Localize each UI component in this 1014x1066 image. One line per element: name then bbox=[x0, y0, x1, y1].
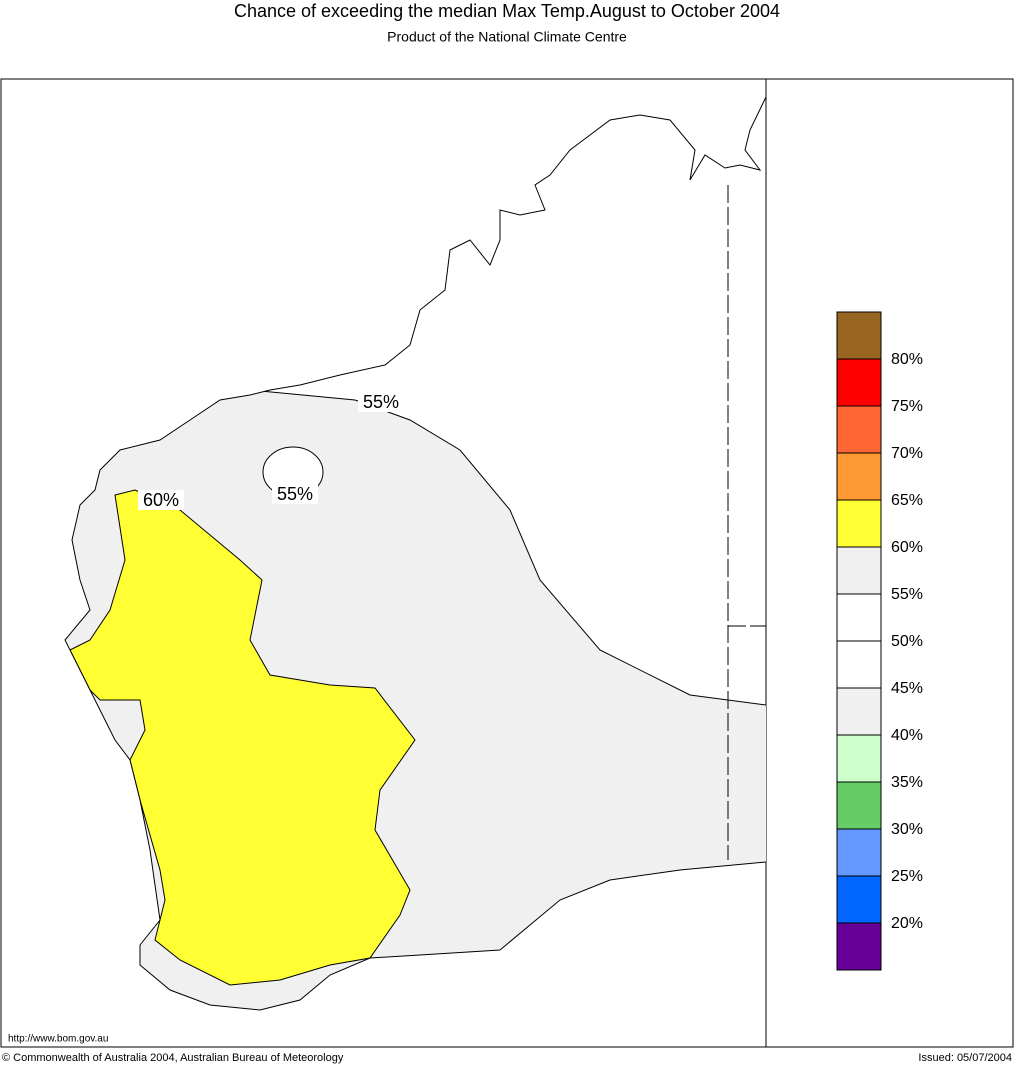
legend-swatch bbox=[836, 687, 882, 736]
legend-label: 65% bbox=[891, 492, 923, 509]
state-border bbox=[727, 185, 766, 860]
legend-label: 25% bbox=[891, 868, 923, 885]
legend-swatch bbox=[836, 875, 882, 924]
legend-swatch bbox=[836, 546, 882, 595]
legend-swatch bbox=[836, 499, 882, 548]
region-60-65 bbox=[69, 489, 416, 986]
legend-swatch bbox=[836, 593, 882, 642]
legend-label: 40% bbox=[891, 727, 923, 744]
legend-label: 60% bbox=[891, 539, 923, 556]
label-bg bbox=[138, 490, 184, 510]
copyright: © Commonwealth of Australia 2004, Austra… bbox=[2, 1052, 344, 1064]
legend-swatch bbox=[836, 640, 882, 689]
legend-label: 70% bbox=[891, 445, 923, 462]
contour-label: 55% bbox=[363, 392, 399, 412]
legend: 80% 75% 70% 65% 60% 55% 50% 45% 40% 35% 30% 25% 20% bbox=[836, 311, 923, 971]
legend-swatch bbox=[836, 452, 882, 501]
legend-label: 45% bbox=[891, 680, 923, 697]
url: http://www.bom.gov.au bbox=[8, 1034, 108, 1045]
title: Chance of exceeding the median Max Temp.… bbox=[234, 1, 780, 21]
legend-swatch bbox=[836, 781, 882, 830]
legend-swatch bbox=[836, 358, 882, 407]
land bbox=[65, 97, 766, 1010]
contour-label: 55% bbox=[277, 484, 313, 504]
legend-swatch bbox=[836, 828, 882, 877]
issued: Issued: 05/07/2004 bbox=[918, 1052, 1012, 1064]
label-bg bbox=[358, 392, 404, 412]
legend-label: 50% bbox=[891, 633, 923, 650]
coastline bbox=[64, 96, 767, 1011]
contour-label: 60% bbox=[143, 490, 179, 510]
legend-label: 35% bbox=[891, 774, 923, 791]
legend-label: 20% bbox=[891, 915, 923, 932]
legend-label: 80% bbox=[891, 351, 923, 368]
map-frame bbox=[0, 78, 1014, 1048]
subtitle: Product of the National Climate Centre bbox=[387, 29, 627, 45]
legend-swatch bbox=[836, 405, 882, 454]
legend-label: 55% bbox=[891, 586, 923, 603]
legend-swatch bbox=[836, 311, 882, 360]
legend-label: 30% bbox=[891, 821, 923, 838]
label-bg bbox=[272, 484, 318, 504]
legend-label: 75% bbox=[891, 398, 923, 415]
legend-swatch bbox=[836, 922, 882, 971]
legend-swatch bbox=[836, 734, 882, 783]
